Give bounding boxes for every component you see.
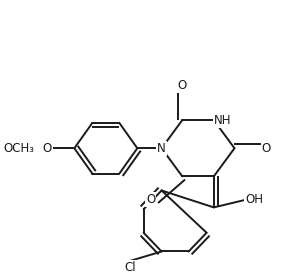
Text: O: O — [43, 142, 52, 155]
Text: O: O — [146, 193, 155, 206]
Text: Cl: Cl — [124, 261, 136, 274]
Text: OCH₃: OCH₃ — [4, 142, 35, 155]
Text: O: O — [178, 79, 187, 92]
Text: O: O — [262, 142, 271, 155]
Text: N: N — [157, 142, 166, 155]
Text: OH: OH — [245, 193, 263, 206]
Text: NH: NH — [214, 114, 231, 127]
